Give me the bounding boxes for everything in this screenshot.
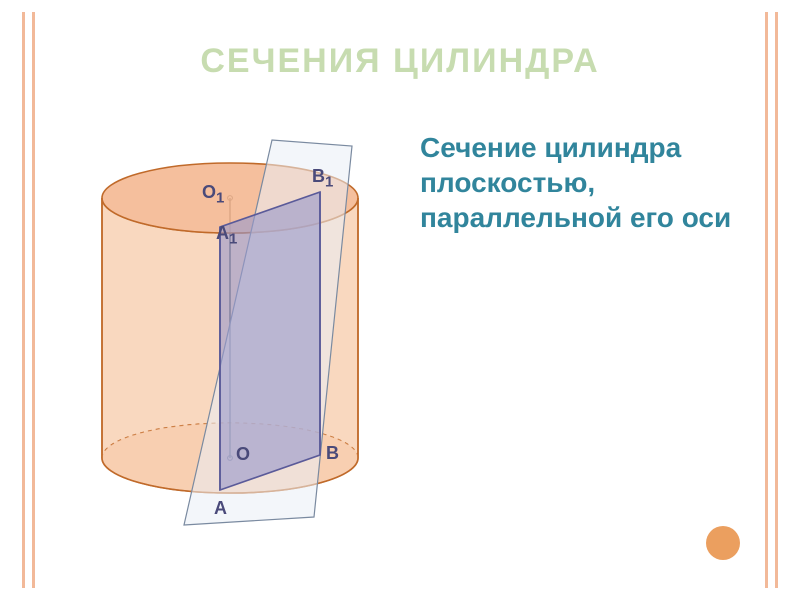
- slide-title: СЕЧЕНИЯ ЦИЛИНДРА: [0, 42, 800, 81]
- slide: СЕЧЕНИЯ ЦИЛИНДРА Сечение цилиндра плоско…: [0, 0, 800, 600]
- cylinder-diagram: [60, 120, 420, 550]
- diagram-svg: [60, 120, 420, 550]
- label-O: O: [236, 444, 250, 465]
- label-B1: B1: [312, 166, 333, 191]
- body-text: Сечение цилиндра плоскостью, параллельно…: [420, 130, 760, 235]
- label-A: A: [214, 498, 227, 519]
- accent-dot: [706, 526, 740, 560]
- label-A1: A1: [216, 223, 237, 248]
- label-O1: O1: [202, 182, 224, 207]
- label-B: B: [326, 443, 339, 464]
